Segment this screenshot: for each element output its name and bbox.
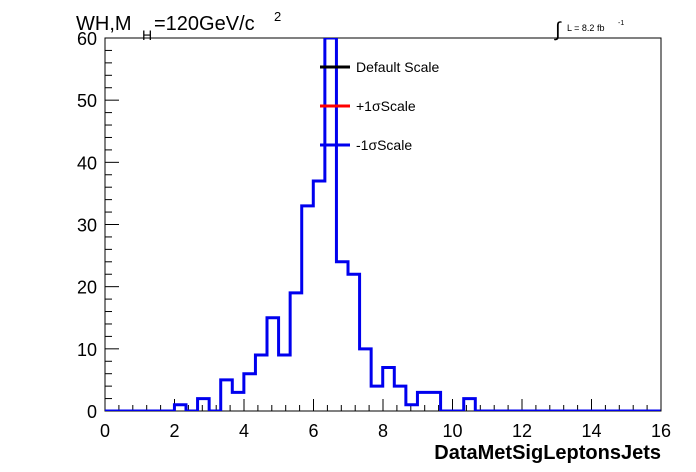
lumi-superscript: -1 xyxy=(618,20,624,27)
x-tick-label: 6 xyxy=(308,421,318,441)
chart-title-rest: =120GeV/c xyxy=(154,13,255,35)
plot-frame xyxy=(104,37,662,412)
y-tick-label: 10 xyxy=(77,340,97,360)
x-tick-label: 2 xyxy=(169,421,179,441)
y-axis: 0 10 20 30 40 50 60 xyxy=(77,29,119,422)
x-tick-label: 4 xyxy=(239,421,249,441)
lumi-label: L = 8.2 fb xyxy=(567,23,604,33)
integral-icon: ∫ xyxy=(554,19,562,41)
legend-label-default: Default Scale xyxy=(356,59,439,75)
chart-title: WH,M xyxy=(76,13,132,35)
x-tick-label: 12 xyxy=(512,421,532,441)
y-tick-label: 30 xyxy=(77,216,97,236)
y-tick-label: 60 xyxy=(77,29,97,49)
series-line-minus1sigma xyxy=(105,38,661,411)
chart-title-subscript: H xyxy=(142,27,152,43)
x-tick-label: 10 xyxy=(442,421,462,441)
x-tick-label: 8 xyxy=(378,421,388,441)
legend-label-plus1sigma: +1σScale xyxy=(356,98,416,114)
x-tick-label: 14 xyxy=(581,421,601,441)
legend: Default Scale +1σScale -1σScale xyxy=(320,59,439,153)
chart-title-superscript: 2 xyxy=(274,9,281,24)
y-tick-label: 40 xyxy=(77,153,97,173)
legend-label-minus1sigma: -1σScale xyxy=(356,137,412,153)
y-tick-label: 50 xyxy=(77,91,97,111)
x-axis-label: DataMetSigLeptonsJets xyxy=(434,442,661,464)
y-tick-label: 0 xyxy=(87,402,97,422)
x-tick-label: 16 xyxy=(651,421,671,441)
x-tick-label: 0 xyxy=(100,421,110,441)
y-tick-label: 20 xyxy=(77,278,97,298)
